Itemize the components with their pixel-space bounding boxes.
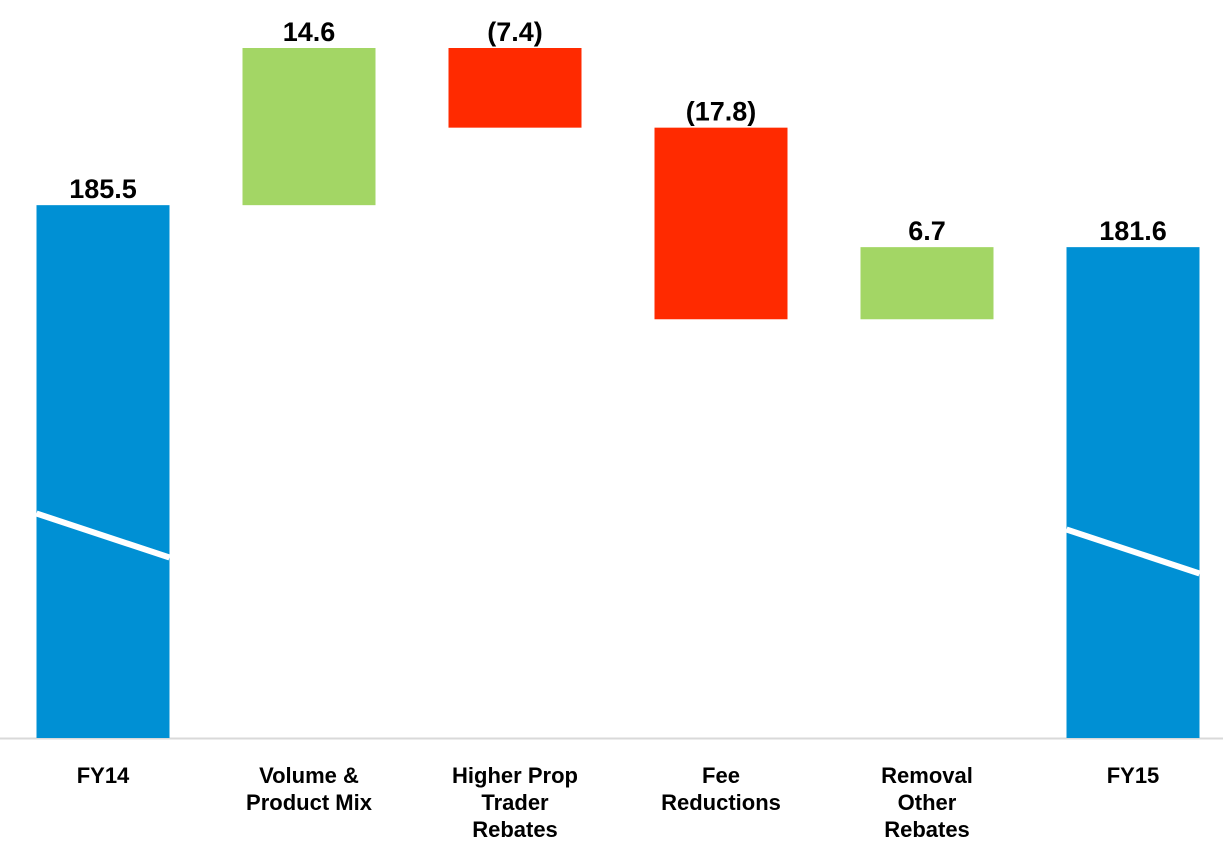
axis-break [1065, 526, 1201, 577]
x-tick-label: FY15 [1106, 763, 1160, 788]
bar [448, 48, 582, 128]
bar [654, 127, 788, 320]
value-label: (7.4) [487, 17, 543, 47]
value-label: 14.6 [283, 17, 336, 47]
bar [1066, 247, 1200, 738]
bar [36, 205, 170, 738]
bar [242, 48, 376, 206]
x-tick-label: Fee Reductions [661, 763, 781, 815]
bar [860, 247, 994, 320]
x-tick-label: Higher Prop Trader Rebates [452, 763, 578, 842]
axis-break [35, 510, 171, 561]
x-tick-label: FY14 [76, 763, 130, 788]
value-label: 181.6 [1099, 216, 1167, 246]
x-tick-label: Removal Other Rebates [881, 763, 973, 842]
x-tick-label: Volume & Product Mix [246, 763, 372, 815]
value-label: 6.7 [908, 216, 946, 246]
value-label: (17.8) [686, 97, 757, 127]
value-label: 185.5 [69, 174, 137, 204]
